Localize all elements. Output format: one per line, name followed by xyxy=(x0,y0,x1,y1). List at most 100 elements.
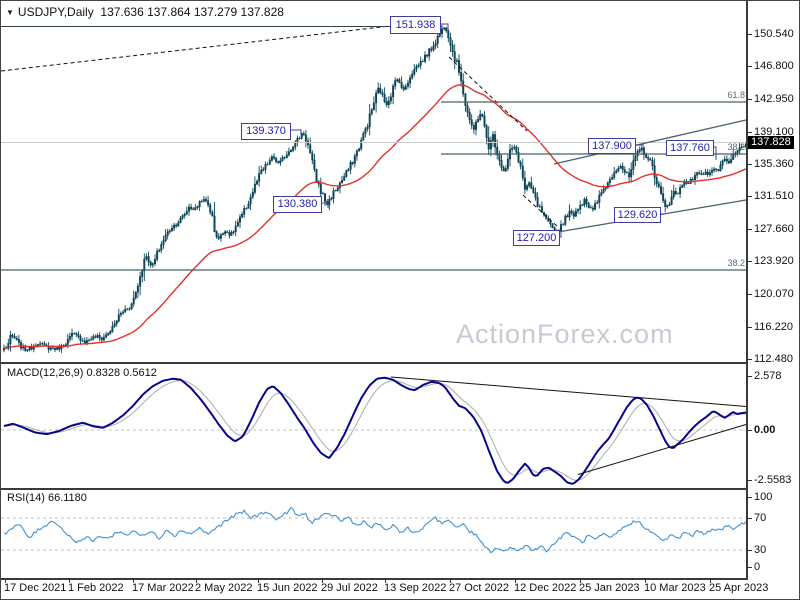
rsi-panel-separator xyxy=(1,488,747,490)
price-flag-139.370: 139.370 xyxy=(241,123,291,140)
macd-indicator-label: MACD(12,26,9) 0.8328 0.5612 xyxy=(7,367,157,379)
annotation-connector xyxy=(320,202,329,208)
fib-level-label: 38.2 xyxy=(727,258,745,268)
axis-tick-mark xyxy=(747,376,752,377)
macd-panel-separator xyxy=(1,362,747,364)
candle-bodies xyxy=(3,27,747,351)
fib-level-label: 38.2 xyxy=(727,142,745,152)
annotation-connector xyxy=(289,129,302,135)
date-tick-mark xyxy=(645,578,646,583)
axis-tick-mark xyxy=(747,34,752,35)
channel-upper-trendline xyxy=(553,119,747,165)
axis-tick-mark xyxy=(747,196,752,197)
chart-title: ▼ USDJPY,Daily 137.636 137.864 137.279 13… xyxy=(6,5,284,19)
date-label: 1 Feb 2022 xyxy=(68,582,124,594)
axis-tick-mark xyxy=(747,229,752,230)
date-label: 17 Mar 2022 xyxy=(132,582,194,594)
axis-label-30: 30 xyxy=(754,544,767,556)
axis-label-146.800: 146.800 xyxy=(754,60,794,72)
time-axis: 17 Dec 2021 1 Feb 2022 17 Mar 2022 2 May 20… xyxy=(1,582,799,599)
price-flag-129.620: 129.620 xyxy=(614,207,661,223)
axis-tick-mark xyxy=(747,567,752,568)
date-label: 2 May 2022 xyxy=(195,582,253,594)
macd-wedge-lower xyxy=(577,424,747,475)
macd-wedge-upper xyxy=(390,376,747,407)
axis-label-131.510: 131.510 xyxy=(754,190,794,202)
axis-label-0.00: 0.00 xyxy=(754,424,776,436)
axis-label-70: 70 xyxy=(754,512,767,524)
axis-label-120.070: 120.070 xyxy=(754,288,794,300)
axis-label-2.578: 2.578 xyxy=(754,370,782,382)
date-tick-mark xyxy=(450,578,451,583)
macd-signal-line xyxy=(3,379,747,481)
axis-tick-mark xyxy=(747,518,752,519)
moving-average-line xyxy=(4,84,747,349)
date-label: 12 Dec 2022 xyxy=(514,582,577,594)
date-tick-mark xyxy=(580,578,581,583)
axis-label-139.100: 139.100 xyxy=(754,126,794,138)
axis-tick-mark xyxy=(747,480,752,481)
price-flag-137.760: 137.760 xyxy=(666,140,714,156)
falling-dashed-a xyxy=(448,56,528,132)
axis-tick-mark xyxy=(747,261,752,262)
symbol-period-label: USDJPY,Daily xyxy=(17,5,94,19)
macd-main-line xyxy=(3,376,747,485)
price-flag-130.380: 130.380 xyxy=(273,196,322,213)
axis-label-100: 100 xyxy=(754,491,773,503)
axis-tick-mark xyxy=(747,164,752,165)
date-axis-line xyxy=(1,578,748,580)
axis-label-142.950: 142.950 xyxy=(754,93,794,105)
ohlc-quotes: 137.636 137.864 137.279 137.828 xyxy=(100,5,284,19)
axis-label--2.5583: -2.5583 xyxy=(754,474,792,486)
price-axis-separator xyxy=(746,1,748,580)
candle-wicks xyxy=(3,24,747,354)
date-tick-mark xyxy=(710,578,711,583)
axis-label-116.220: 116.220 xyxy=(754,321,793,333)
falling-dashed-b xyxy=(522,194,559,228)
date-label: 27 Oct 2022 xyxy=(449,582,509,594)
chart-canvas xyxy=(1,23,747,554)
axis-tick-mark xyxy=(747,66,752,67)
date-label: 25 Jan 2023 xyxy=(579,582,640,594)
axis-tick-mark xyxy=(747,294,752,295)
axis-tick-mark xyxy=(747,99,752,100)
date-label: 13 Sep 2022 xyxy=(384,582,447,594)
date-tick-mark xyxy=(515,578,516,583)
rising-dashed-trendline xyxy=(1,25,391,72)
axis-label-112.480: 112.480 xyxy=(754,353,793,365)
date-label: 25 Apr 2023 xyxy=(709,582,769,594)
price-axis: 150.540 146.800 142.950 139.100 135.360 131.5… xyxy=(747,1,799,579)
price-flag-151.938: 151.938 xyxy=(390,16,441,34)
axis-label-135.360: 135.360 xyxy=(754,158,794,170)
axis-label-150.540: 150.540 xyxy=(754,28,794,40)
date-label: 29 Jul 2022 xyxy=(321,582,378,594)
rsi-line xyxy=(3,506,747,554)
date-tick-mark xyxy=(258,578,259,583)
axis-label-127.660: 127.660 xyxy=(754,223,794,235)
date-tick-mark xyxy=(196,578,197,583)
date-tick-mark xyxy=(5,578,6,583)
axis-tick-mark xyxy=(747,430,752,431)
axis-label-0: 0 xyxy=(754,561,761,573)
date-tick-mark xyxy=(133,578,134,583)
axis-tick-mark xyxy=(747,359,752,360)
annotation-connector xyxy=(439,23,449,30)
price-flag-127.200: 127.200 xyxy=(513,230,560,246)
date-tick-mark xyxy=(322,578,323,583)
date-tick-mark xyxy=(69,578,70,583)
fib-level-label: 61.8 xyxy=(727,90,745,100)
watermark: ActionForex.com xyxy=(456,319,674,349)
axis-tick-mark xyxy=(747,550,752,551)
date-label: 17 Dec 2021 xyxy=(4,582,67,594)
axis-tick-mark xyxy=(747,497,752,498)
price-flag-137.900: 137.900 xyxy=(588,138,636,154)
current-price-tag: 137.828 xyxy=(748,136,794,149)
sell-arrow-icon: ▼ xyxy=(6,8,14,17)
date-label: 15 Jun 2022 xyxy=(257,582,318,594)
rsi-indicator-label: RSI(14) 66.1180 xyxy=(7,492,87,504)
axis-label-123.920: 123.920 xyxy=(754,255,794,267)
axis-tick-mark xyxy=(747,327,752,328)
date-tick-mark xyxy=(385,578,386,583)
date-label: 10 Mar 2023 xyxy=(644,582,706,594)
